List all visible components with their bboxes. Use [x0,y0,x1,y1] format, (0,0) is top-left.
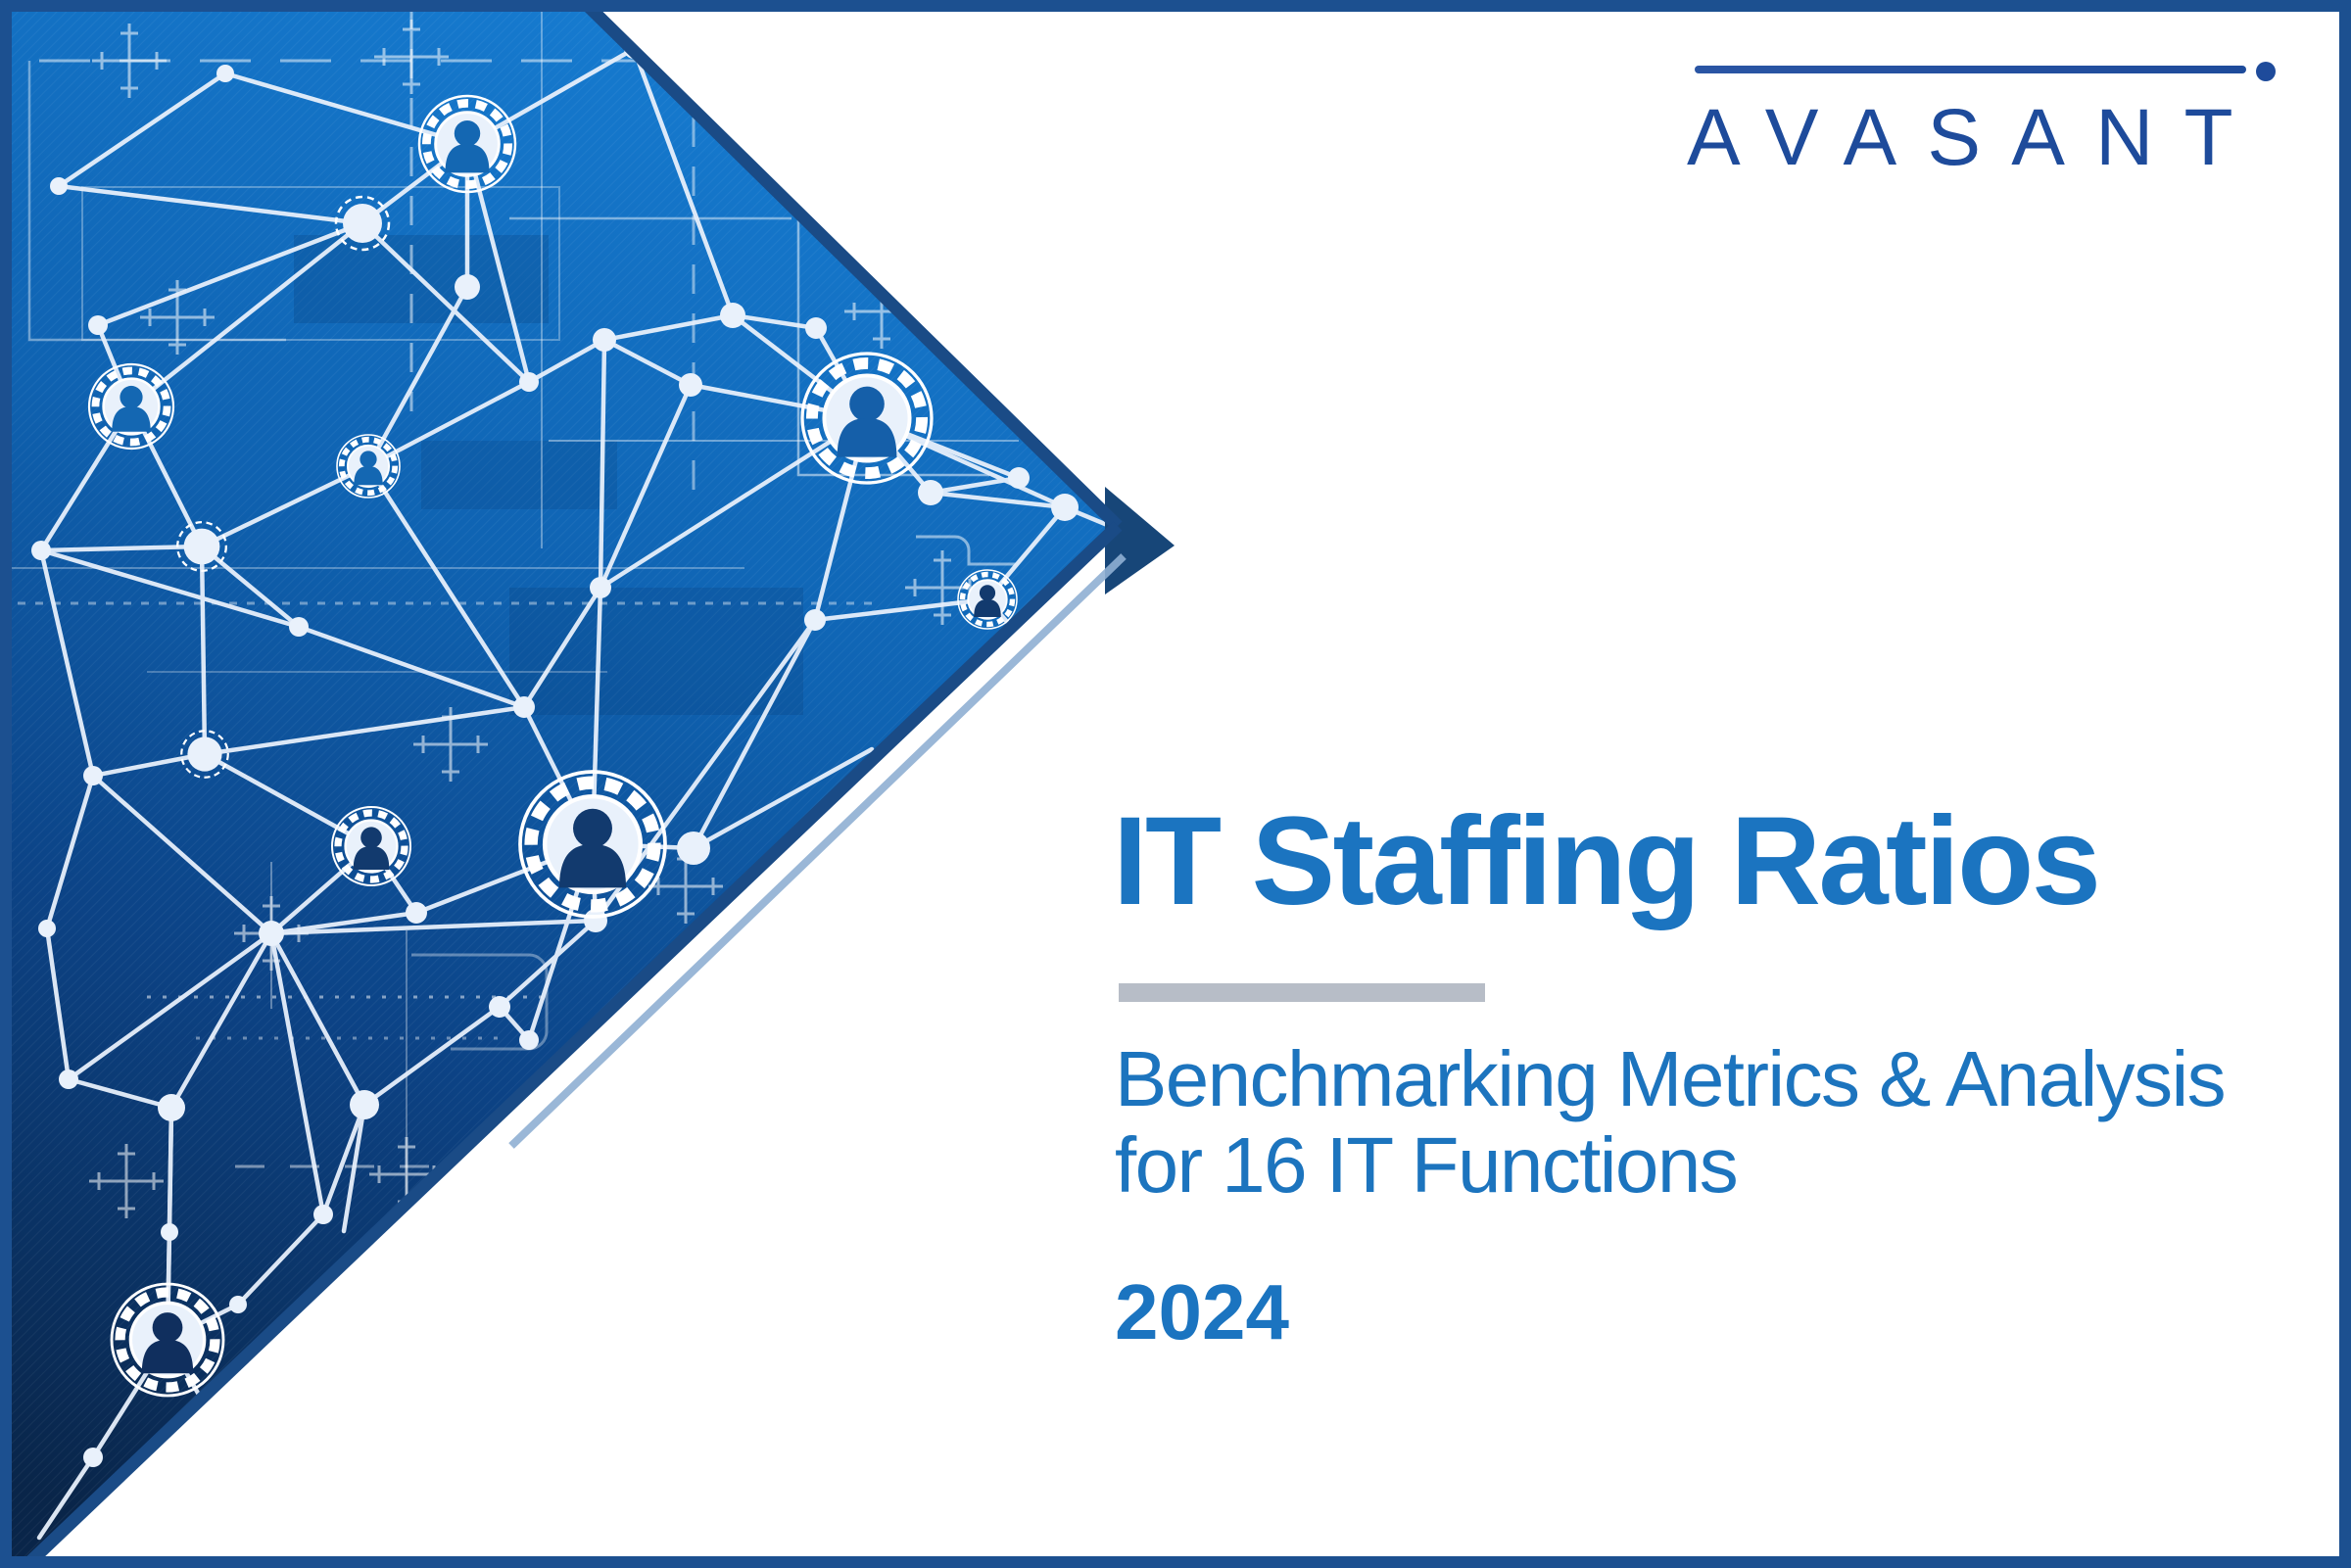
brand-wordmark: AVASANT [1687,93,2264,182]
subtitle: Benchmarking Metrics & Analysis for 16 I… [1115,1035,2227,1209]
arrow-edge-highlight [508,553,1127,1149]
arrow-edge-bottom [15,521,1123,1568]
page-title: IT Staffing Ratios [1113,791,2101,931]
subtitle-line-1: Benchmarking Metrics & Analysis [1115,1035,2227,1122]
subtitle-line-2: for 16 IT Functions [1115,1121,1739,1209]
title-divider [1119,983,1485,1002]
network-node-icons [31,39,1079,1467]
arrow-edge-top [575,0,1123,531]
logo-dot-icon [2256,62,2276,81]
arrow-tip-shadow [1105,487,1175,594]
logo-line [1695,66,2246,73]
edition-year: 2024 [1115,1268,1289,1355]
